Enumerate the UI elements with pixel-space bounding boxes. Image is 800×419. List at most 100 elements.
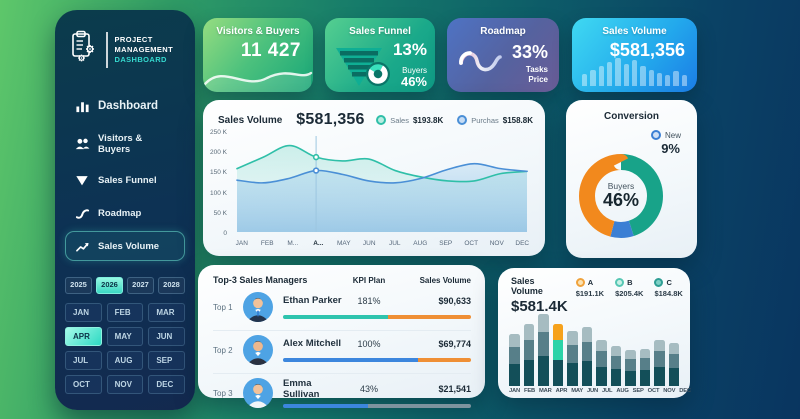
- bar-segment: [581, 327, 592, 342]
- kpi-card-sales-volume[interactable]: Sales Volume $581,356: [572, 18, 697, 92]
- mini-bar: [590, 70, 596, 86]
- bar-segment: [596, 339, 607, 352]
- month-button-feb[interactable]: FEB: [106, 303, 144, 322]
- bar-segment: [581, 361, 592, 386]
- bar-segment: [668, 353, 679, 368]
- panel-title: Sales Volume: [218, 114, 283, 126]
- bar-x-label: APR: [555, 388, 568, 394]
- sales-volume-bars-panel: Sales Volume $581.4K A $191.1K B $205.4K C $1…: [498, 268, 691, 398]
- stacked-bar-sep: [625, 350, 636, 386]
- y-axis-labels: 250 K 200 K 150 K 100 K 50 K 0: [207, 129, 227, 237]
- year-button-2028[interactable]: 2028: [158, 277, 185, 294]
- bar-segment: [509, 334, 520, 348]
- bar-segment: [596, 351, 607, 367]
- kpi-card-visitors-buyers[interactable]: Visitors & Buyers 11 427: [203, 18, 313, 92]
- mini-bar: [598, 66, 604, 86]
- manager-rank: Top 1: [213, 302, 233, 312]
- manager-kpi-value: 100%: [357, 338, 381, 349]
- sidebar-item-sales-volume[interactable]: Sales Volume: [65, 231, 185, 261]
- year-button-2026[interactable]: 2026: [96, 277, 123, 294]
- legend-top-row: C: [654, 278, 682, 287]
- month-button-nov[interactable]: NOV: [106, 375, 144, 394]
- panel-value: $581.4K: [511, 297, 568, 315]
- manager-name: Ethan Parker: [283, 295, 342, 306]
- sidebar-item-label: Sales Volume: [98, 240, 160, 252]
- month-selector: JAN FEB MAR APR MAY JUN JUL AUG SEP OCT NOV DEC: [55, 303, 195, 394]
- bar-x-label: FEB: [524, 388, 535, 394]
- sidebar-item-label: Visitors & Buyers: [98, 133, 143, 155]
- bar-x-label: MAY: [571, 388, 583, 394]
- manager-kpi-value: 181%: [357, 295, 381, 306]
- month-button-may[interactable]: MAY: [106, 327, 144, 346]
- month-button-sep[interactable]: SEP: [148, 351, 185, 370]
- sidebar-item-label: Dashboard: [98, 100, 159, 112]
- stacked-bar-jun: [581, 327, 592, 386]
- month-button-mar[interactable]: MAR: [148, 303, 185, 322]
- bar-x-label: JUL: [602, 388, 613, 394]
- kpi-card-roadmap[interactable]: Roadmap 33% Tasks Price: [447, 18, 559, 92]
- kpi-title: Visitors & Buyers: [216, 26, 300, 37]
- kpi-sub-line: Price: [528, 75, 548, 84]
- stacked-bar-mar: [538, 314, 549, 386]
- bar-segment: [509, 364, 520, 386]
- donut-legend: New: [650, 130, 681, 140]
- sidebar-item-visitors-buyers[interactable]: Visitors & Buyers: [65, 126, 185, 162]
- panel-title: Sales Volume: [511, 276, 543, 296]
- month-button-jun[interactable]: JUN: [148, 327, 185, 346]
- kpi-title: Sales Funnel: [349, 26, 411, 37]
- bar-segment: [596, 366, 607, 386]
- sidebar: PROJECT MANAGEMENT DASHBOARD Dashboard Vi…: [55, 10, 195, 410]
- mini-bar: [640, 66, 646, 86]
- kpi-card-sales-funnel[interactable]: Sales Funnel 13% Buyers 46%: [325, 18, 435, 92]
- top-managers-panel: Top-3 Sales Managers KPI Plan Sales Volu…: [198, 265, 485, 408]
- kpi-value: $581,356: [609, 40, 685, 60]
- bar-segment: [639, 348, 650, 358]
- sidebar-item-sales-funnel[interactable]: Sales Funnel: [65, 165, 185, 195]
- legend-label: B: [627, 278, 633, 287]
- kpi-sub-label: Buyers: [402, 66, 427, 75]
- legend-top-row: A: [575, 278, 604, 287]
- logo-line-1: PROJECT: [114, 34, 153, 44]
- kpi-title: Roadmap: [480, 26, 526, 37]
- month-button-dec[interactable]: DEC: [148, 375, 185, 394]
- bar-x-label: DEC: [679, 388, 691, 394]
- legend-dot-icon: [654, 278, 664, 287]
- mini-bar: [623, 64, 629, 86]
- sidebar-item-roadmap[interactable]: Roadmap: [65, 198, 185, 228]
- month-button-jan[interactable]: JAN: [65, 303, 102, 322]
- bar-x-label: OCT: [647, 388, 660, 394]
- bars-title-block: Sales Volume $581.4K: [511, 276, 568, 315]
- year-button-2025[interactable]: 2025: [65, 277, 92, 294]
- x-tick-label: JUL: [388, 240, 401, 247]
- manager-sales-volume: $90,633: [438, 295, 471, 306]
- sidebar-item-dashboard[interactable]: Dashboard: [65, 91, 185, 121]
- month-button-oct[interactable]: OCT: [65, 375, 102, 394]
- chart-header: Sales Volume $581,356 Sales $193.8K Purcha…: [203, 100, 545, 129]
- stacked-bar-chart: [509, 314, 679, 386]
- x-tick-label: DEC: [515, 240, 530, 247]
- bars-header: Sales Volume $581.4K A $191.1K B $205.4K C $1…: [498, 268, 690, 315]
- manager-rank: Top 3: [213, 388, 233, 398]
- manager-sales-volume: $21,541: [438, 384, 471, 395]
- mini-bars-icon: [582, 56, 688, 86]
- trend-line-icon: [74, 238, 90, 254]
- x-tick-label: SEP: [439, 240, 453, 247]
- mini-bar: [681, 75, 688, 86]
- manager-rank: Top 2: [213, 345, 233, 355]
- legend-item-a: A $191.1K: [575, 278, 605, 315]
- bar-segment: [552, 360, 563, 386]
- app-logo: PROJECT MANAGEMENT DASHBOARD: [55, 10, 195, 69]
- kpi-progress-bar: [283, 358, 471, 362]
- stacked-bar-jul: [596, 339, 607, 386]
- mini-bar: [631, 60, 638, 86]
- sidebar-item-label: Roadmap: [98, 207, 142, 219]
- bar-segment: [625, 359, 636, 371]
- stacked-bar-dec: [668, 342, 679, 386]
- legend-value: $191.1K: [575, 289, 605, 298]
- table-title: Top-3 Sales Managers: [213, 275, 308, 285]
- month-button-aug[interactable]: AUG: [106, 351, 144, 370]
- month-button-jul[interactable]: JUL: [65, 351, 102, 370]
- year-button-2027[interactable]: 2027: [127, 277, 154, 294]
- month-button-apr[interactable]: APR: [65, 327, 102, 346]
- kpi-sub-line: Tasks: [525, 65, 548, 74]
